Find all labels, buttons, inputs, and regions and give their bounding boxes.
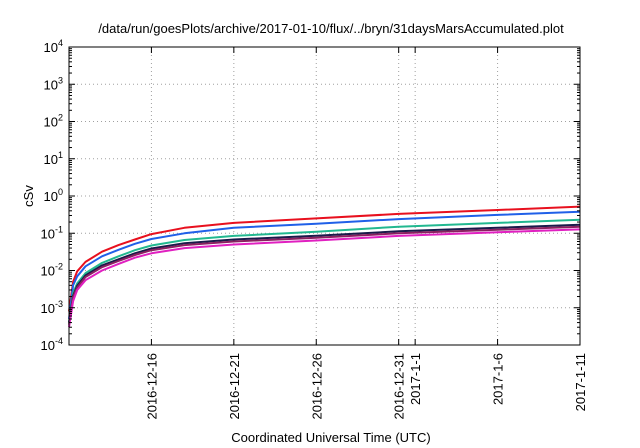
series-line-4 [68, 223, 581, 323]
grid [69, 47, 580, 345]
x-tick-label: 2016-12-16 [144, 353, 159, 420]
x-tick-label: 2017-1-11 [573, 353, 588, 411]
y-tick-label: 102 [44, 113, 63, 130]
series-line-5 [68, 225, 581, 325]
series-line-1 [68, 205, 581, 312]
y-tick-label: 10-1 [41, 224, 63, 241]
series-line-3 [68, 218, 581, 323]
series-layer [68, 205, 581, 328]
y-tick-label: 101 [44, 150, 63, 167]
x-tick-label: 2017-1-6 [491, 353, 506, 405]
x-tick-label: 2017-1-1 [408, 353, 423, 405]
y-tick-label: 10-3 [41, 299, 63, 316]
series-line-6 [68, 228, 581, 328]
axes: 10-4 10-3 10-2 10-1 100 101 102 103 104 2016-12-1… [41, 38, 588, 420]
chart-title: /data/run/goesPlots/archive/2017-01-10/f… [98, 21, 564, 36]
y-tick-label: 100 [44, 187, 63, 204]
x-tick-label: 2016-12-31 [392, 353, 407, 420]
y-tick-label: 10-4 [41, 336, 63, 353]
x-axis-label: Coordinated Universal Time (UTC) [231, 430, 430, 445]
y-tick-label: 10-2 [41, 262, 63, 279]
x-tick-label: 2016-12-21 [227, 353, 242, 420]
y-tick-label: 104 [44, 38, 63, 55]
plot-frame [68, 46, 581, 346]
series-line-2 [68, 210, 581, 320]
y-tick-label: 103 [44, 75, 63, 92]
x-tick-label: 2016-12-26 [309, 353, 324, 420]
y-axis-label: cSv [21, 185, 36, 207]
